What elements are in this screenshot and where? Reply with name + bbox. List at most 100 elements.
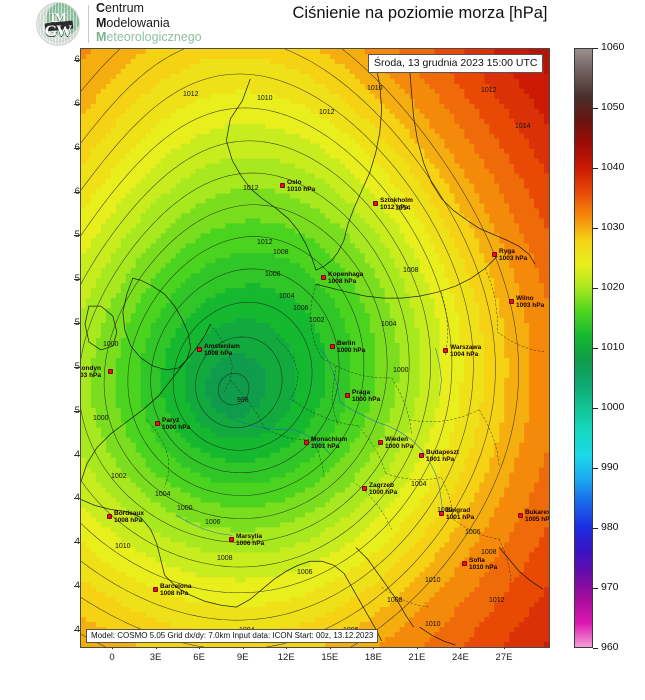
isobar-label: 1010 xyxy=(115,543,131,550)
city-name: Kopenhaga xyxy=(328,271,364,278)
city-dot-icon xyxy=(378,440,383,445)
city-name: Sofia xyxy=(469,557,485,564)
longitude-tick-label: 15E xyxy=(321,652,339,663)
city-pressure-value: 1010 hPa xyxy=(287,186,316,193)
city-dot-icon xyxy=(462,561,467,566)
city-name: Praga xyxy=(352,389,371,396)
isobar-label: 1008 xyxy=(481,549,497,556)
city-name: Berlin xyxy=(337,340,356,347)
city-label: Londyn1003 hPa xyxy=(80,365,101,379)
isobar-label: 1002 xyxy=(437,507,453,514)
isobar-label: 1006 xyxy=(265,271,281,278)
imgw-logo: IM GW xyxy=(36,2,84,46)
isobar-label: 998 xyxy=(237,397,249,404)
pressure-map[interactable]: Oslo 1010 hPa Sztokholm 1012 hPa Ryga 1003 hP… xyxy=(80,48,550,648)
city-pressure-value: 1004 hPa xyxy=(450,351,479,358)
city-dot-icon xyxy=(197,347,202,352)
colorbar-tick-mark xyxy=(593,288,598,289)
model-info-box: Model: COSMO 5.05 Grid dx/dy: 7.0km Inpu… xyxy=(86,629,379,643)
city-name: Londyn xyxy=(81,365,101,372)
city-name: Zagrzeb xyxy=(369,482,394,489)
isobar-label: 1012 xyxy=(183,91,199,98)
isobar-label: 1004 xyxy=(155,491,171,498)
city-label: Sofia 1010 hPa xyxy=(469,557,497,571)
colorbar-tick-mark xyxy=(593,468,598,469)
isobar-label: 1008 xyxy=(273,249,289,256)
city-dot-icon xyxy=(108,369,113,374)
isobar-label: 1012 xyxy=(243,185,259,192)
isobar-label: 1006 xyxy=(465,529,481,536)
colorbar-tick-label: 1010 xyxy=(601,341,625,353)
colorbar-tick-mark xyxy=(593,48,598,49)
city-label: Monachium 1001 hPa xyxy=(311,436,347,450)
latitude-tick-mark xyxy=(74,498,80,500)
city-name: Budapeszt xyxy=(426,449,459,456)
city-dot-icon xyxy=(373,201,378,206)
city-dot-icon xyxy=(439,511,444,516)
isobar-label: 1006 xyxy=(297,569,313,576)
city-label: Kopenhaga 1008 hPa xyxy=(328,271,363,285)
latitude-tick-mark xyxy=(74,410,80,412)
longitude-tick-label: 18E xyxy=(364,652,382,663)
colorbar-tick-label: 980 xyxy=(601,521,619,533)
city-label: Ryga 1003 hPa xyxy=(499,248,527,262)
city-name: Wiedeń xyxy=(385,436,409,443)
isobar-label: 1014 xyxy=(515,123,531,130)
city-name: Marsylia xyxy=(236,533,263,540)
city-dot-icon xyxy=(153,587,158,592)
colorbar-tick-mark xyxy=(593,588,598,589)
colorbar-tick-label: 1020 xyxy=(601,281,625,293)
colorbar-tick-mark xyxy=(593,168,598,169)
brand-line-1-cap: C xyxy=(96,1,106,15)
isobar-label: 1008 xyxy=(403,267,419,274)
city-pressure-value: 1000 hPa xyxy=(162,424,191,431)
brand-line-1: Centrum xyxy=(96,1,202,16)
city-pressure-value: 1008 hPa xyxy=(160,590,189,597)
colorbar-tick-mark xyxy=(593,408,598,409)
city-dot-icon xyxy=(107,514,112,519)
city-name: Warszawa xyxy=(450,344,482,351)
city-pressure-value: 1003 hPa xyxy=(80,372,101,379)
latitude-tick-mark xyxy=(74,366,80,368)
isobar-label: 1014 xyxy=(395,205,411,212)
isobar-label: 1002 xyxy=(309,317,325,324)
city-name: Oslo xyxy=(287,179,302,186)
isobar-label: 1006 xyxy=(293,305,309,312)
city-label: Barcelona 1008 hPa xyxy=(160,583,191,597)
longitude-tick-label: 21E xyxy=(408,652,426,663)
isobar-label: 1012 xyxy=(489,597,505,604)
colorbar-tick-mark xyxy=(593,648,598,649)
colorbar-tick-label: 1000 xyxy=(601,401,625,413)
city-name: Bukareszt xyxy=(525,509,549,516)
colorbar-tick-label: 1030 xyxy=(601,221,625,233)
city-label: Oslo 1010 hPa xyxy=(287,179,315,193)
colorbar-tick-mark xyxy=(593,228,598,229)
city-label: Berlin 1000 hPa xyxy=(337,340,365,354)
city-label: Praga 1000 hPa xyxy=(352,389,380,403)
longitude-tick-label: 0 xyxy=(109,652,115,663)
brand-line-2-cap: M xyxy=(96,15,107,30)
city-pressure-value: 1000 hPa xyxy=(369,489,398,496)
city-pressure-value: 1001 hPa xyxy=(426,456,455,463)
isobar-label: 1004 xyxy=(279,293,295,300)
city-dot-icon xyxy=(345,393,350,398)
latitude-tick-mark xyxy=(74,542,80,544)
logo-divider xyxy=(88,5,89,43)
city-dot-icon xyxy=(362,486,367,491)
brand-line-2: Modelowania xyxy=(96,16,202,31)
city-label: Paryż 1000 hPa xyxy=(162,417,190,431)
isobar-label: 1000 xyxy=(93,415,109,422)
isobar-label: 1010 xyxy=(425,577,441,584)
brand-line-3-cap: M xyxy=(96,30,107,44)
latitude-tick-mark xyxy=(74,60,80,61)
city-pressure-value: 1001 hPa xyxy=(311,443,340,450)
longitude-tick-label: 12E xyxy=(277,652,295,663)
latitude-tick-mark xyxy=(74,323,80,325)
colorbar-tick-label: 990 xyxy=(601,461,619,473)
logo-circle-icon: IM GW xyxy=(36,2,80,46)
pressure-colorbar xyxy=(574,48,593,648)
city-name: Paryż xyxy=(162,417,180,424)
latitude-tick-mark xyxy=(74,630,80,631)
logo-text-gw: GW xyxy=(44,23,72,40)
valid-time-box: Środa, 13 grudnia 2023 15:00 UTC xyxy=(368,54,544,73)
